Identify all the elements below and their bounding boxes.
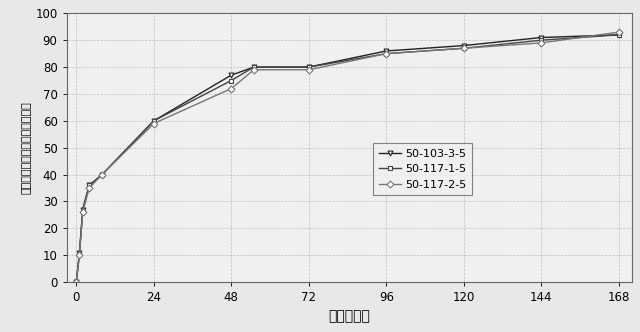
50-103-3-5 [250,65,258,69]
50-103-3-5 [227,73,235,77]
50-103-3-5 [305,65,312,69]
50-117-2-5 [150,122,157,125]
50-117-1-5 [250,65,258,69]
50-117-2-5 [72,280,80,284]
50-117-2-5 [79,210,86,214]
X-axis label: 時間（時）: 時間（時） [328,310,370,324]
50-103-3-5 [85,183,93,187]
Line: 50-117-1-5: 50-117-1-5 [74,33,621,285]
50-117-1-5 [99,173,106,177]
50-117-1-5 [72,280,80,284]
50-117-2-5 [227,87,235,91]
50-117-2-5 [99,173,106,177]
50-103-3-5 [538,36,545,40]
50-117-1-5 [460,46,468,50]
Line: 50-117-2-5: 50-117-2-5 [74,30,621,285]
50-103-3-5 [76,251,83,255]
50-117-2-5 [615,30,623,34]
50-117-2-5 [460,46,468,50]
50-103-3-5 [72,280,80,284]
Legend: 50-103-3-5, 50-117-1-5, 50-117-2-5: 50-103-3-5, 50-117-1-5, 50-117-2-5 [373,143,472,195]
50-117-1-5 [150,119,157,123]
50-117-2-5 [85,186,93,190]
50-103-3-5 [615,33,623,37]
50-103-3-5 [79,208,86,211]
50-117-1-5 [76,251,83,255]
50-117-2-5 [250,68,258,72]
50-117-2-5 [538,41,545,45]
50-117-1-5 [538,38,545,42]
50-103-3-5 [150,119,157,123]
50-117-1-5 [383,52,390,56]
50-103-3-5 [99,173,106,177]
50-117-2-5 [76,253,83,257]
50-117-1-5 [79,208,86,211]
50-117-1-5 [305,65,312,69]
50-117-2-5 [383,52,390,56]
Line: 50-103-3-5: 50-103-3-5 [74,33,621,285]
50-117-1-5 [227,79,235,83]
50-103-3-5 [383,49,390,53]
50-117-2-5 [305,68,312,72]
50-117-1-5 [615,33,623,37]
Y-axis label: ビンクリスチン累計放出（％）: ビンクリスチン累計放出（％） [21,101,31,194]
50-103-3-5 [460,43,468,47]
50-117-1-5 [85,183,93,187]
